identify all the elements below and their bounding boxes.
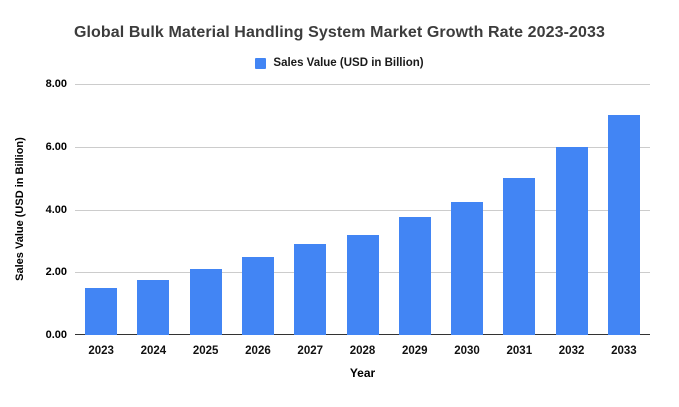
legend-swatch-icon: [255, 57, 267, 69]
bar-2032: [555, 146, 588, 335]
y-tick-label: 0.00: [45, 329, 67, 341]
x-axis-title: Year: [349, 366, 376, 380]
bar-2027: [294, 244, 327, 335]
gridline: [75, 209, 650, 211]
bar-2023: [85, 287, 118, 335]
x-tick-label: 2024: [140, 345, 167, 357]
y-tick-label: 6.00: [45, 140, 67, 153]
bar-2030: [451, 201, 484, 335]
bar-2028: [346, 234, 379, 335]
chart-title: Global Bulk Material Handling System Mar…: [73, 24, 606, 41]
plot-area: [75, 84, 650, 335]
x-tick-label: 2031: [506, 345, 533, 357]
x-tick-label: 2030: [454, 345, 480, 357]
bar-2025: [189, 269, 222, 335]
gridline: [75, 84, 650, 85]
x-tick-label: 2029: [401, 345, 428, 357]
legend: Sales Value (USD in Billion): [0, 57, 679, 69]
bar-2033: [607, 115, 640, 335]
y-tick-label: 4.00: [45, 203, 67, 216]
x-tick-label: 2032: [558, 345, 585, 357]
x-tick-label: 2023: [88, 345, 114, 357]
gridline: [75, 146, 650, 148]
y-tick-label: 2.00: [45, 266, 67, 279]
x-tick-label: 2025: [192, 345, 219, 357]
bar-2029: [398, 217, 431, 335]
legend-label: Sales Value (USD in Billion): [273, 57, 424, 69]
x-tick-label: 2028: [349, 345, 376, 357]
x-tick-label: 2027: [297, 345, 324, 357]
bar-2031: [503, 178, 536, 335]
x-tick-label: 2026: [245, 345, 271, 357]
y-tick-label: 8.00: [45, 78, 67, 90]
x-tick-label: 2033: [611, 345, 637, 357]
bar-2024: [137, 280, 170, 335]
bar-2026: [241, 256, 274, 335]
